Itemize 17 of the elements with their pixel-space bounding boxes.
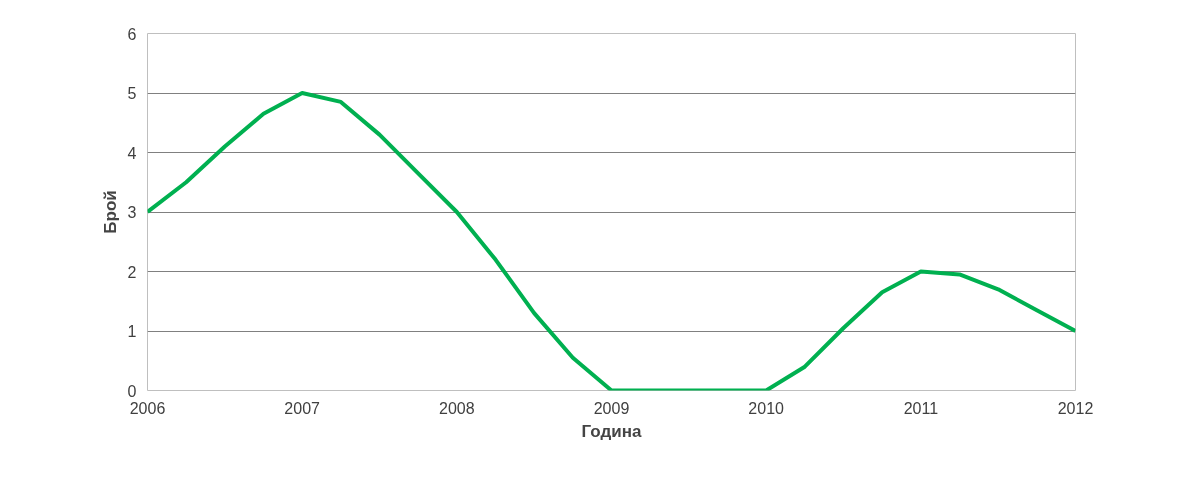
y-tick-label: 1 xyxy=(127,323,137,340)
x-tick-label: 2006 xyxy=(129,399,166,417)
x-tick-label: 2012 xyxy=(1057,399,1094,417)
y-tick-label: 2 xyxy=(127,263,137,281)
y-tick-label: 4 xyxy=(127,144,137,162)
x-tick-label: 2007 xyxy=(284,399,321,417)
x-tick-label: 2011 xyxy=(903,399,939,417)
x-axis-title: Година xyxy=(581,421,642,441)
y-axis-title: Брой xyxy=(100,190,120,234)
y-tick-label: 5 xyxy=(127,85,137,102)
y-tick-label: 6 xyxy=(127,25,137,43)
y-tick-label: 3 xyxy=(127,204,137,221)
x-tick-label: 2010 xyxy=(748,399,785,417)
y-tick-label: 0 xyxy=(127,382,137,400)
x-tick-label: 2009 xyxy=(593,399,630,417)
line-series xyxy=(147,91,1076,391)
x-tick-label: 2008 xyxy=(439,399,475,417)
